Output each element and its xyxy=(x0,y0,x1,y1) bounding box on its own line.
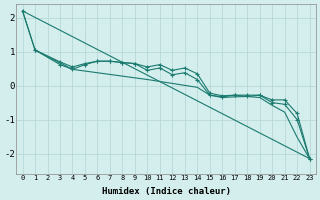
X-axis label: Humidex (Indice chaleur): Humidex (Indice chaleur) xyxy=(101,187,231,196)
